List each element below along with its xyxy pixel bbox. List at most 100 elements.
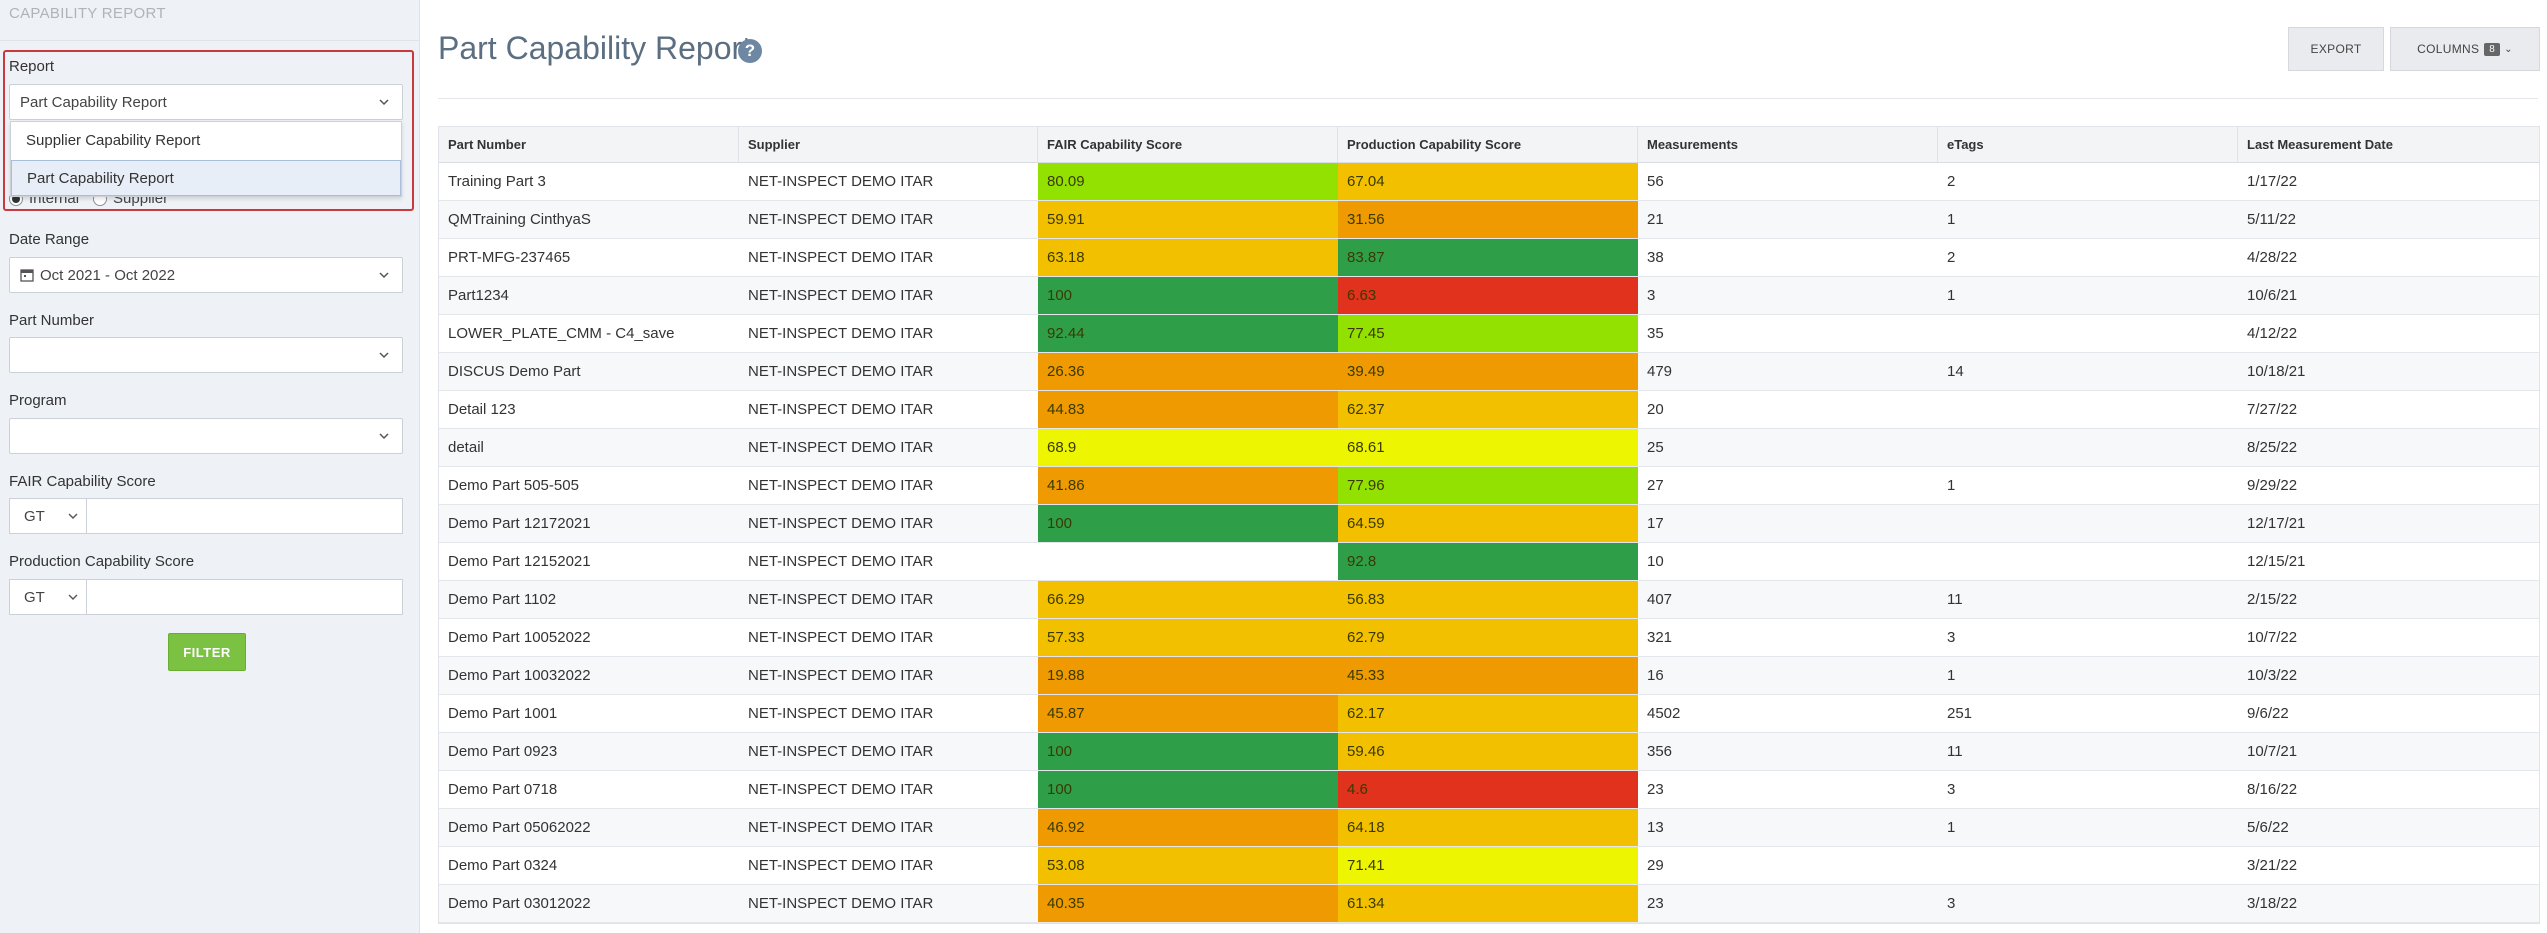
table-row[interactable]: Demo Part 0718 NET-INSPECT DEMO ITAR 100 4.…: [439, 771, 2539, 809]
etags-cell: 3: [1947, 629, 1956, 646]
etags-cell: [1938, 505, 2238, 542]
table-body: Training Part 3 NET-INSPECT DEMO ITAR 80.0…: [439, 163, 2539, 923]
supplier-cell: NET-INSPECT DEMO ITAR: [748, 743, 934, 760]
table-row[interactable]: PRT-MFG-237465 NET-INSPECT DEMO ITAR 63.18…: [439, 239, 2539, 277]
dropdown-option-supplier-report[interactable]: Supplier Capability Report: [26, 131, 201, 149]
etags-cell: [1938, 315, 2238, 352]
etags-cell: 251: [1947, 705, 1973, 722]
column-header-production-score[interactable]: Production Capability Score: [1338, 127, 1638, 162]
table-row[interactable]: Demo Part 10052022 NET-INSPECT DEMO ITAR 5…: [439, 619, 2539, 657]
chevron-down-icon: [376, 347, 392, 363]
measurements-cell: 356: [1647, 743, 1673, 760]
column-header-last-measurement-date[interactable]: Last Measurement Date: [2247, 137, 2393, 152]
column-header-supplier[interactable]: Supplier: [739, 127, 1038, 162]
title-divider: [438, 98, 2538, 99]
report-select-value: Part Capability Report: [20, 93, 167, 111]
column-header-part-number[interactable]: Part Number: [439, 127, 739, 162]
production-score-cell: 67.04: [1338, 163, 1638, 200]
table-row[interactable]: Demo Part 0923 NET-INSPECT DEMO ITAR 100 59…: [439, 733, 2539, 771]
production-score-input[interactable]: [86, 579, 403, 615]
fair-score-cell: 41.86: [1038, 467, 1338, 504]
supplier-cell: NET-INSPECT DEMO ITAR: [748, 705, 934, 722]
production-score-cell: 77.45: [1338, 315, 1638, 352]
part-number-cell: QMTraining CinthyaS: [448, 211, 591, 228]
help-icon[interactable]: ?: [738, 39, 762, 63]
table-row[interactable]: Demo Part 12172021 NET-INSPECT DEMO ITAR 1…: [439, 505, 2539, 543]
table-row[interactable]: Part1234 NET-INSPECT DEMO ITAR 100 6.63 3 1 10…: [439, 277, 2539, 315]
measurements-cell: 321: [1647, 629, 1673, 646]
last-measurement-date-cell: 7/27/22: [2247, 401, 2298, 418]
columns-button[interactable]: COLUMNS 8 ⌄: [2390, 27, 2540, 71]
column-header-fair-score[interactable]: FAIR Capability Score: [1038, 127, 1338, 162]
date-range-select[interactable]: Oct 2021 - Oct 2022: [9, 257, 403, 293]
etags-cell: 2: [1947, 249, 1956, 266]
export-button[interactable]: EXPORT: [2288, 27, 2384, 71]
fair-score-cell: [1038, 543, 1338, 580]
production-score-cell: 62.37: [1338, 391, 1638, 428]
production-score-cell: 61.34: [1338, 885, 1638, 922]
production-score-cell: 6.63: [1338, 277, 1638, 314]
fair-operator-select[interactable]: GT: [9, 498, 87, 534]
table-row[interactable]: Demo Part 12152021 NET-INSPECT DEMO ITAR 9…: [439, 543, 2539, 581]
table-row[interactable]: Demo Part 10032022 NET-INSPECT DEMO ITAR 1…: [439, 657, 2539, 695]
table-row[interactable]: detail NET-INSPECT DEMO ITAR 68.9 68.61 25 8/…: [439, 429, 2539, 467]
measurements-cell: 56: [1647, 173, 1664, 190]
table-row[interactable]: Demo Part 0324 NET-INSPECT DEMO ITAR 53.08…: [439, 847, 2539, 885]
table-row[interactable]: Detail 123 NET-INSPECT DEMO ITAR 44.83 62.3…: [439, 391, 2539, 429]
chevron-down-icon: [66, 590, 80, 604]
measurements-cell: 4502: [1647, 705, 1681, 722]
report-select[interactable]: Part Capability Report: [9, 84, 403, 120]
capability-table: Part Number Supplier FAIR Capability Sco…: [438, 126, 2540, 924]
chevron-down-icon: [376, 267, 392, 283]
column-header-measurements[interactable]: Measurements: [1638, 127, 1938, 162]
table-row[interactable]: LOWER_PLATE_CMM - C4_save NET-INSPECT DEM…: [439, 315, 2539, 353]
part-number-cell: detail: [448, 439, 484, 456]
table-row[interactable]: QMTraining CinthyaS NET-INSPECT DEMO ITAR…: [439, 201, 2539, 239]
program-select[interactable]: [9, 418, 403, 454]
fair-score-cell: 100: [1038, 277, 1338, 314]
etags-cell: 2: [1947, 173, 1956, 190]
part-number-cell: Training Part 3: [448, 173, 546, 190]
dropdown-option-part-report[interactable]: Part Capability Report: [11, 160, 401, 196]
table-row[interactable]: Demo Part 05062022 NET-INSPECT DEMO ITAR 4…: [439, 809, 2539, 847]
supplier-cell: NET-INSPECT DEMO ITAR: [748, 401, 934, 418]
report-highlight-frame: [3, 50, 414, 211]
filter-button[interactable]: FILTER: [168, 633, 246, 671]
fair-score-input[interactable]: [86, 498, 403, 534]
supplier-cell: NET-INSPECT DEMO ITAR: [748, 857, 934, 874]
column-header-etags[interactable]: eTags: [1938, 127, 2238, 162]
supplier-cell: NET-INSPECT DEMO ITAR: [748, 591, 934, 608]
measurements-cell: 407: [1647, 591, 1673, 608]
measurements-cell: 35: [1647, 325, 1664, 342]
fair-score-cell: 26.36: [1038, 353, 1338, 390]
part-number-cell: LOWER_PLATE_CMM - C4_save: [448, 325, 675, 342]
fair-score-cell: 63.18: [1038, 239, 1338, 276]
measurements-cell: 25: [1647, 439, 1664, 456]
production-score-cell: 45.33: [1338, 657, 1638, 694]
table-row[interactable]: Demo Part 505-505 NET-INSPECT DEMO ITAR 41…: [439, 467, 2539, 505]
supplier-cell: NET-INSPECT DEMO ITAR: [748, 629, 934, 646]
table-row[interactable]: DISCUS Demo Part NET-INSPECT DEMO ITAR 26.…: [439, 353, 2539, 391]
last-measurement-date-cell: 1/17/22: [2247, 173, 2298, 190]
last-measurement-date-cell: 10/7/22: [2247, 629, 2298, 646]
table-row[interactable]: Demo Part 1001 NET-INSPECT DEMO ITAR 45.87…: [439, 695, 2539, 733]
supplier-cell: NET-INSPECT DEMO ITAR: [748, 439, 934, 456]
part-number-cell: Part1234: [448, 287, 509, 304]
table-row[interactable]: Demo Part 1102 NET-INSPECT DEMO ITAR 66.29…: [439, 581, 2539, 619]
chevron-down-icon: [376, 94, 392, 110]
part-number-label: Part Number: [9, 312, 95, 329]
table-row[interactable]: Demo Part 03012022 NET-INSPECT DEMO ITAR 4…: [439, 885, 2539, 923]
part-number-select[interactable]: [9, 337, 403, 373]
measurements-cell: 23: [1647, 781, 1664, 798]
chevron-down-icon: ⌄: [2504, 43, 2513, 55]
measurements-cell: 10: [1647, 553, 1664, 570]
report-label: Report: [9, 58, 55, 75]
supplier-cell: NET-INSPECT DEMO ITAR: [748, 211, 934, 228]
production-operator-select[interactable]: GT: [9, 579, 87, 615]
etags-cell: [1938, 429, 2238, 466]
measurements-cell: 20: [1647, 401, 1664, 418]
fair-score-cell: 80.09: [1038, 163, 1338, 200]
table-row[interactable]: Training Part 3 NET-INSPECT DEMO ITAR 80.0…: [439, 163, 2539, 201]
date-range-value: Oct 2021 - Oct 2022: [40, 266, 176, 284]
part-number-cell: Demo Part 1001: [448, 705, 558, 722]
